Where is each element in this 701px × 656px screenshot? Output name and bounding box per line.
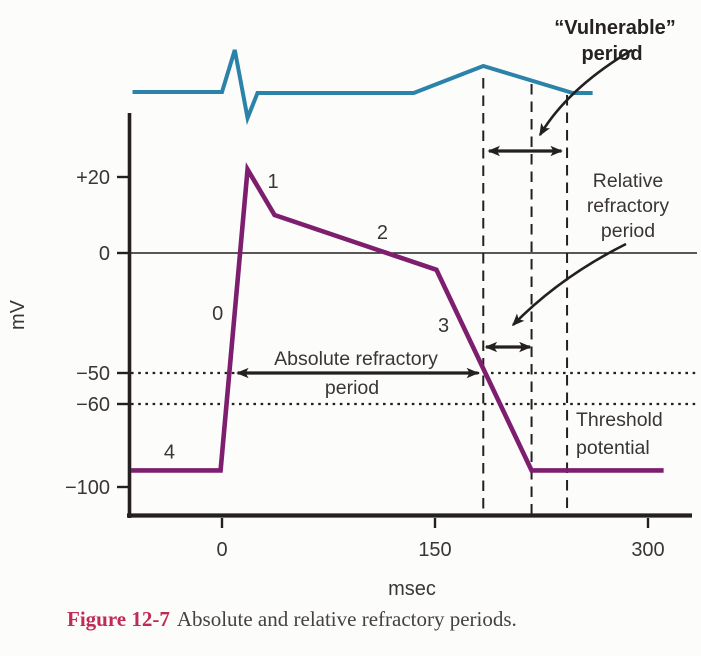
phase-label-0: 0 — [212, 303, 223, 325]
y-tick-label-1: 0 — [99, 243, 110, 265]
x-tick-label-2: 300 — [631, 539, 664, 561]
relative-refractory-label-line3: period — [601, 220, 655, 242]
x-tick-label-0: 0 — [216, 539, 227, 561]
y-tick-label-3: −60 — [76, 394, 110, 416]
y-axis-title: mV — [7, 299, 29, 330]
figure-caption-text: Absolute and relative refractory periods… — [176, 607, 517, 631]
x-tick-label-1: 150 — [418, 539, 451, 561]
phase-label-1: 1 — [268, 171, 279, 193]
vulnerable-label-line2: period — [581, 43, 642, 65]
threshold-label-line1: Threshold — [576, 409, 663, 431]
vulnerable-pointer-arrow — [538, 48, 633, 137]
phase-label-3: 3 — [438, 315, 449, 337]
relative-refractory-label-line2: refractory — [587, 195, 670, 217]
ecg-trace-trace — [132, 49, 593, 126]
figure-caption: Figure 12-7 Absolute and relative refract… — [67, 606, 687, 632]
phase-label-4: 4 — [164, 442, 175, 464]
absolute-refractory-label-line1: Absolute refractory — [274, 348, 438, 370]
y-tick-label-0: +20 — [76, 167, 110, 189]
vulnerable-label-line1: “Vulnerable” — [554, 17, 676, 39]
figure-caption-label: Figure 12-7 — [67, 607, 170, 631]
phase-label-2: 2 — [377, 222, 388, 244]
x-axis-title: msec — [388, 578, 436, 600]
y-tick-label-4: −100 — [65, 477, 110, 499]
threshold-label-line2: potential — [576, 437, 650, 459]
action-potential-trace — [131, 162, 664, 473]
y-tick-label-2: −50 — [76, 363, 110, 385]
absolute-refractory-label-line2: period — [325, 377, 379, 399]
relative-refractory-pointer-arrow — [511, 242, 627, 327]
relative-refractory-label-line1: Relative — [593, 170, 663, 192]
